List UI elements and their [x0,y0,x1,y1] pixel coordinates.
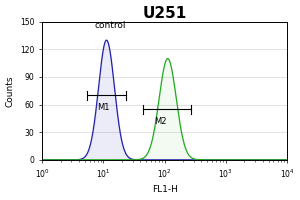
X-axis label: FL1-H: FL1-H [152,185,178,194]
Text: M1: M1 [98,103,110,112]
Title: U251: U251 [142,6,187,21]
Y-axis label: Counts: Counts [6,75,15,107]
Text: control: control [94,21,126,30]
Text: M2: M2 [154,117,166,126]
